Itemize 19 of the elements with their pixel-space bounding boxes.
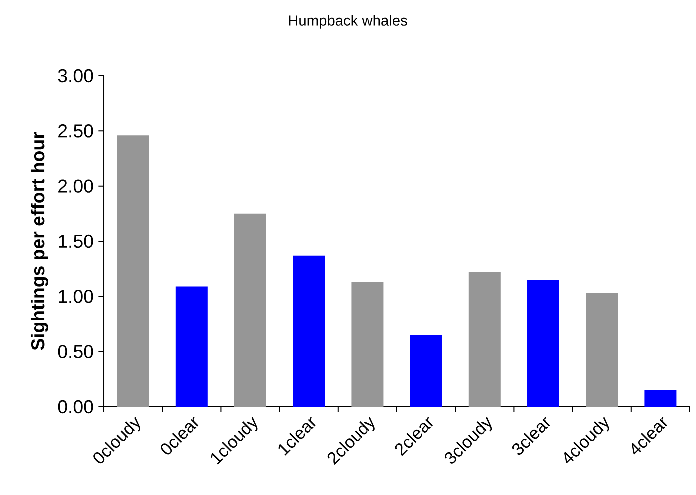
y-tick-label: 2.00 xyxy=(58,180,94,193)
bar xyxy=(586,293,618,407)
y-tick-label: 1.00 xyxy=(59,290,94,304)
y-tick-label: 1.50 xyxy=(59,234,94,248)
y-tick-label: 0.00 xyxy=(58,400,94,414)
bar xyxy=(468,272,501,407)
y-tick-label: 0.50 xyxy=(58,345,94,358)
y-tick-label: 2.50 xyxy=(58,124,94,138)
bar xyxy=(293,256,326,407)
bar xyxy=(410,335,442,407)
y-tick-label: 3.00 xyxy=(58,69,94,83)
bar xyxy=(352,282,384,407)
y-axis-title: Sightings per effort hour xyxy=(30,132,48,350)
bar xyxy=(117,136,150,407)
bar xyxy=(176,286,208,407)
bar xyxy=(644,390,677,407)
bar xyxy=(234,214,267,407)
bar xyxy=(528,280,560,407)
chart-title: Humpback whales xyxy=(289,15,408,29)
